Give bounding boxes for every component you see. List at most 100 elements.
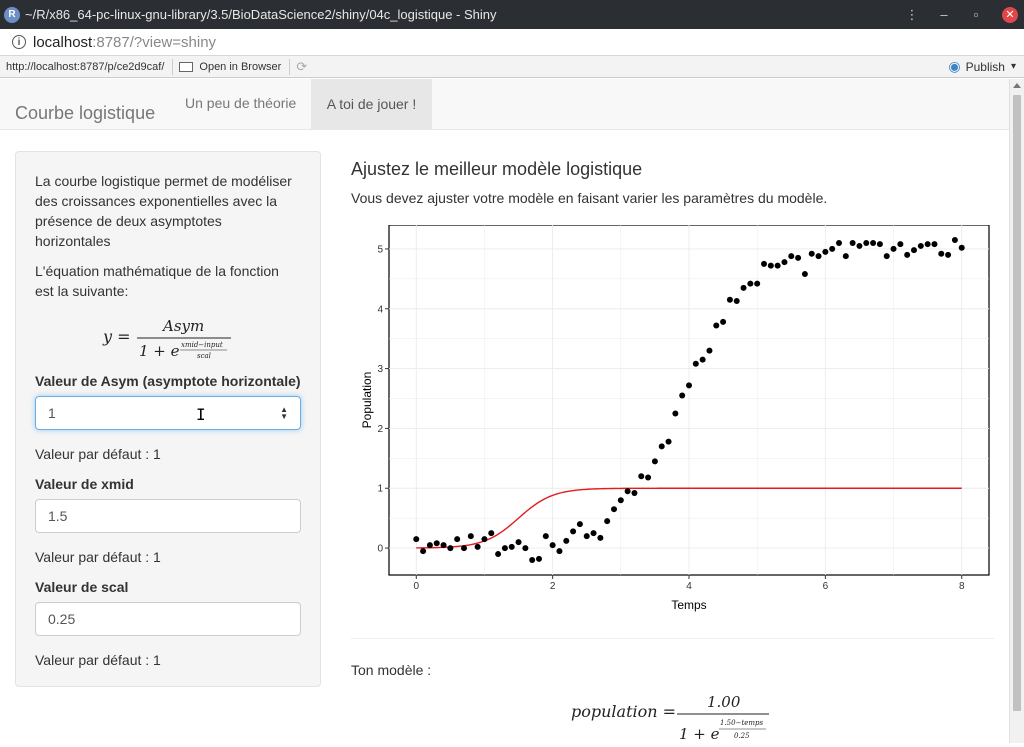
model-formula-numerator: 1.00 (707, 693, 741, 711)
model-formula: population = 1.00 1 + e 1.50−temps 0.25 (571, 689, 791, 747)
close-window-icon[interactable]: ✕ (1002, 6, 1018, 23)
model-formula-exponent-numerator: 1.50−temps (720, 719, 764, 727)
data-point (508, 543, 515, 550)
data-point (495, 551, 502, 558)
main-subtitle: Vous devez ajuster votre modèle en faisa… (351, 190, 828, 206)
xmid-value: 1.5 (48, 508, 68, 524)
logistic-plot-svg: 0 2 4 6 8 0 1 2 3 4 5 Temps Population (360, 224, 990, 612)
viewer-url: http://localhost:8787/p/ce2d9caf/ (6, 58, 174, 75)
xmid-label: Valeur de xmid (35, 476, 134, 492)
address-bar[interactable]: i localhost:8787/?view=shiny (0, 29, 1024, 56)
data-point (617, 497, 624, 504)
logistic-model-line (416, 487, 962, 549)
scroll-up-icon[interactable] (1013, 83, 1021, 88)
model-formula-denominator: 1 + e (679, 725, 720, 743)
data-point (556, 548, 563, 555)
data-point (447, 545, 454, 552)
main-panel: Ajustez le meilleur modèle logistique Vo… (351, 151, 994, 743)
formula-exponent-numerator: xmid−input (181, 341, 223, 349)
data-point (788, 253, 795, 260)
data-point (515, 539, 522, 546)
data-point (836, 239, 842, 246)
data-point (542, 533, 549, 540)
data-point (583, 533, 590, 540)
section-divider (351, 638, 994, 639)
data-point (433, 540, 440, 547)
logistic-plot: 0 2 4 6 8 0 1 2 3 4 5 Temps Population (351, 224, 994, 630)
data-point (945, 251, 952, 258)
publish-dropdown-arrow-icon[interactable]: ▾ (1010, 61, 1016, 72)
page-scrollbar[interactable] (1009, 79, 1024, 743)
xmid-default-text: Valeur par défaut : 1 (35, 549, 161, 565)
data-point (713, 322, 720, 329)
data-point (570, 528, 577, 535)
data-point (747, 280, 754, 287)
main-heading: Ajustez le meilleur modèle logistique (351, 159, 643, 179)
data-point (651, 458, 658, 465)
scal-input[interactable]: 0.25 (35, 602, 301, 636)
formula-exponent-denominator: scal (197, 352, 211, 359)
y-tick-label: 0 (377, 544, 383, 555)
logistic-formula: y = Asym 1 + e xmid−input scal (35, 311, 301, 360)
data-point (576, 521, 583, 528)
data-point (413, 536, 420, 543)
asym-input[interactable]: 1 I ▲ ▼ (35, 396, 301, 430)
y-tick-label: 4 (377, 304, 383, 315)
app-navbar: Courbe logistique Un peu de théorie A to… (0, 79, 1009, 130)
data-point (679, 392, 686, 399)
x-tick-label: 8 (959, 581, 965, 592)
data-point (474, 543, 481, 550)
x-tick-label: 4 (686, 581, 692, 592)
x-tick-label: 0 (413, 581, 419, 592)
scrollbar-thumb[interactable] (1013, 95, 1021, 711)
address-path: :8787/?view=shiny (92, 33, 217, 51)
data-point (549, 542, 556, 549)
kebab-menu-icon[interactable]: ⋮ (905, 6, 919, 22)
data-point (624, 488, 631, 495)
data-point (761, 260, 767, 267)
data-point (911, 247, 917, 254)
tab-a-toi-de-jouer[interactable]: A toi de jouer ! (311, 79, 432, 129)
data-point (870, 239, 877, 246)
publish-icon: ◉ (948, 58, 961, 74)
scal-default-text: Valeur par défaut : 1 (35, 652, 161, 668)
formula-numerator: Asym (161, 317, 204, 335)
info-icon[interactable]: i (12, 35, 26, 49)
scal-label: Valeur de scal (35, 579, 129, 595)
data-point (699, 356, 706, 363)
data-point (822, 248, 829, 255)
data-point (672, 410, 679, 417)
data-point (863, 239, 870, 246)
data-point (590, 530, 597, 537)
data-point (842, 253, 849, 260)
navbar-brand: Courbe logistique (15, 103, 156, 123)
data-point (808, 250, 815, 257)
publish-button[interactable]: ◉ Publish ▾ (948, 58, 1016, 75)
xmid-input[interactable]: 1.5 (35, 499, 301, 533)
sidebar-intro: La courbe logistique permet de modéliser… (35, 173, 292, 249)
data-point (454, 536, 461, 543)
data-point (488, 530, 495, 537)
publish-label: Publish (965, 59, 1005, 74)
data-point (597, 534, 604, 541)
address-host: localhost (33, 33, 93, 51)
refresh-icon[interactable]: ⟳ (296, 58, 308, 74)
data-point (726, 296, 733, 303)
model-formula-svg: population = 1.00 1 + e 1.50−temps 0.25 (571, 693, 769, 743)
data-point (897, 241, 904, 248)
equation-intro: L'équation mathématique de la fonction e… (35, 263, 279, 299)
model-formula-exponent-denominator: 0.25 (734, 732, 750, 740)
tab-theorie[interactable]: Un peu de théorie (185, 95, 297, 111)
data-point (890, 245, 897, 252)
minimize-icon[interactable]: – (940, 7, 948, 22)
data-point (876, 241, 883, 248)
open-in-browser-button[interactable]: Open in Browser (179, 58, 291, 75)
data-point (631, 490, 638, 497)
formula-lhs: y = (102, 327, 131, 346)
data-point (924, 241, 931, 248)
restore-icon[interactable]: ▫ (973, 7, 979, 22)
data-point (829, 245, 836, 252)
data-point (692, 360, 699, 367)
data-point (767, 262, 774, 269)
number-spinner-icon[interactable]: ▲ ▼ (280, 405, 288, 421)
